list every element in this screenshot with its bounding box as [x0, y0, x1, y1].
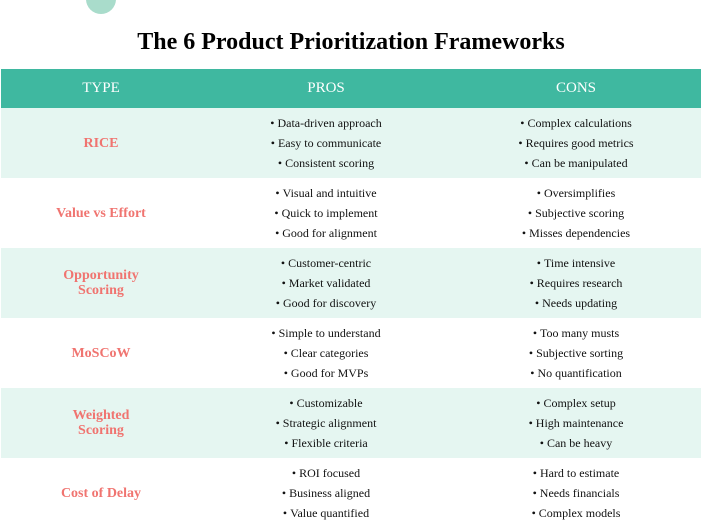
con-item: Can be manipulated [451, 153, 701, 173]
cons-list: Oversimplifies Subjective scoring Misses… [451, 183, 701, 243]
pros-list: ROI focused Business aligned Value quant… [201, 463, 451, 523]
pro-item: Quick to implement [201, 203, 451, 223]
con-item: Subjective scoring [451, 203, 701, 223]
pros-list: Simple to understand Clear categories Go… [201, 323, 451, 383]
cons-list: Too many musts Subjective sorting No qua… [451, 323, 701, 383]
pro-item: Strategic alignment [201, 413, 451, 433]
framework-name: Opportunity Scoring [63, 268, 139, 298]
table-row: RICE Data-driven approach Easy to commun… [1, 108, 701, 178]
pro-item: Data-driven approach [201, 113, 451, 133]
pro-item: Clear categories [201, 343, 451, 363]
con-item: Hard to estimate [451, 463, 701, 483]
pros-list: Customizable Strategic alignment Flexibl… [201, 393, 451, 453]
framework-name: MoSCoW [71, 345, 131, 361]
con-item: Needs financials [451, 483, 701, 503]
pro-item: Simple to understand [201, 323, 451, 343]
header-pros: PROS [307, 80, 345, 96]
header-cons: CONS [555, 80, 596, 96]
table-row: Opportunity Scoring Customer-centric Mar… [1, 248, 701, 318]
pro-item: Good for MVPs [201, 363, 451, 383]
pro-item: Customer-centric [201, 253, 451, 273]
pro-item: ROI focused [201, 463, 451, 483]
pros-list: Customer-centric Market validated Good f… [201, 253, 451, 313]
page-title: The 6 Product Prioritization Frameworks [137, 29, 565, 55]
pro-item: Visual and intuitive [201, 183, 451, 203]
con-item: Requires research [451, 273, 701, 293]
cons-list: Complex calculations Requires good metri… [451, 113, 701, 173]
pro-item: Good for alignment [201, 223, 451, 243]
cons-list: Hard to estimate Needs financials Comple… [451, 463, 701, 523]
pro-item: Business aligned [201, 483, 451, 503]
framework-name: Weighted Scoring [72, 408, 130, 438]
pros-list: Data-driven approach Easy to communicate… [201, 113, 451, 173]
con-item: High maintenance [451, 413, 701, 433]
framework-name: Value vs Effort [56, 205, 146, 221]
decorative-circle [86, 0, 116, 14]
table-row: Weighted Scoring Customizable Strategic … [1, 388, 701, 458]
pro-item: Customizable [201, 393, 451, 413]
cons-list: Time intensive Requires research Needs u… [451, 253, 701, 313]
framework-name: RICE [83, 135, 119, 151]
table-row: MoSCoW Simple to understand Clear catego… [1, 318, 701, 388]
pro-item: Market validated [201, 273, 451, 293]
con-item: Time intensive [451, 253, 701, 273]
pro-item: Consistent scoring [201, 153, 451, 173]
pro-item: Good for discovery [201, 293, 451, 313]
pro-item: Flexible criteria [201, 433, 451, 453]
pros-list: Visual and intuitive Quick to implement … [201, 183, 451, 243]
framework-name: Cost of Delay [60, 485, 142, 501]
con-item: Complex setup [451, 393, 701, 413]
con-item: Subjective sorting [451, 343, 701, 363]
table-row: Value vs Effort Visual and intuitive Qui… [1, 178, 701, 248]
con-item: Requires good metrics [451, 133, 701, 153]
con-item: Misses dependencies [451, 223, 701, 243]
con-item: Complex calculations [451, 113, 701, 133]
header-type: TYPE [82, 80, 120, 96]
cons-list: Complex setup High maintenance Can be he… [451, 393, 701, 453]
con-item: Can be heavy [451, 433, 701, 453]
con-item: Complex models [451, 503, 701, 523]
con-item: No quantification [451, 363, 701, 383]
table-row: Cost of Delay ROI focused Business align… [1, 458, 701, 528]
con-item: Too many musts [451, 323, 701, 343]
table-header: TYPE PROS CONS [1, 69, 701, 108]
frameworks-table: TYPE PROS CONS RICE Data-driven approach… [1, 69, 701, 528]
con-item: Oversimplifies [451, 183, 701, 203]
pro-item: Value quantified [201, 503, 451, 523]
pro-item: Easy to communicate [201, 133, 451, 153]
con-item: Needs updating [451, 293, 701, 313]
